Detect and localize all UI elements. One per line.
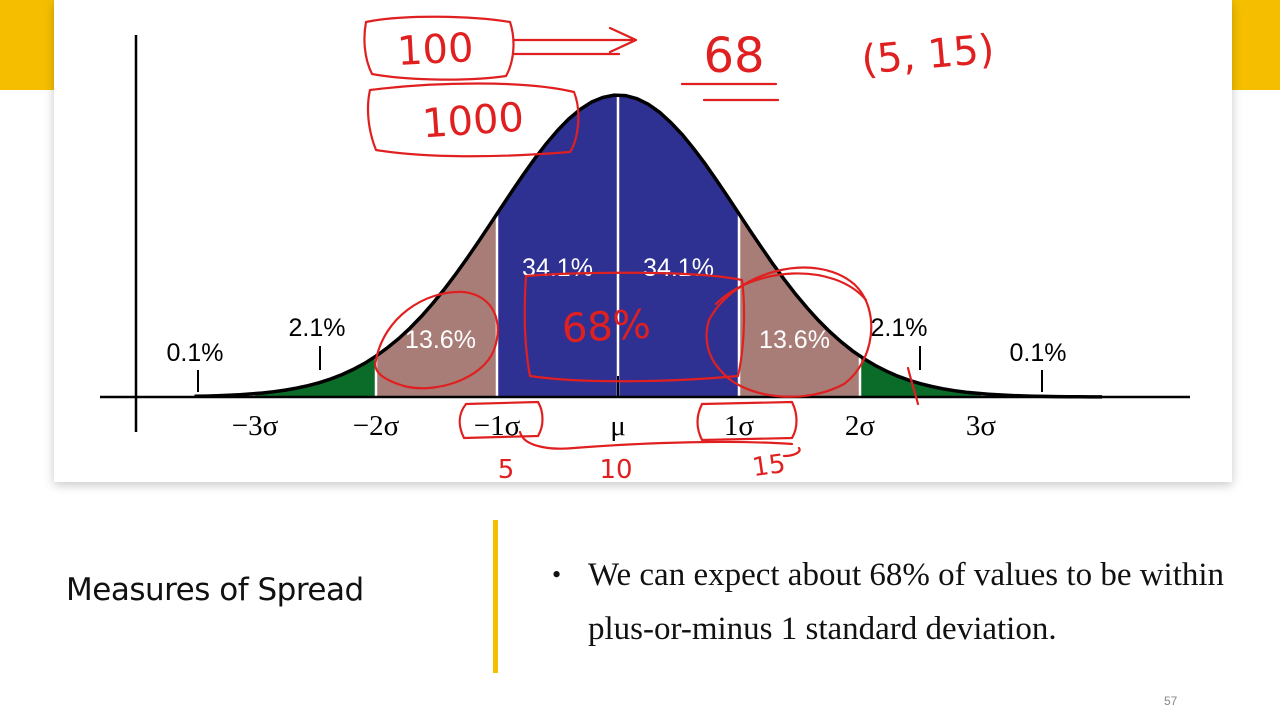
annotation-circle-right: [705, 266, 873, 398]
annotation-text-10: 10: [599, 455, 632, 482]
annotation-tick-2sigma: [906, 366, 920, 406]
accent-bar-left: [0, 0, 54, 90]
tail-percent-label: 0.1%: [167, 339, 224, 367]
annotation-text-68pct: 68%: [561, 302, 652, 353]
tick-label: 1σ: [724, 410, 755, 442]
bullet-icon: •: [552, 560, 562, 589]
tick-label: −3σ: [232, 410, 279, 442]
chart-card: −3σ −2σ −1σ μ 1σ 2σ 3σ 34.1% 34.1% 13.6% 13.6% 2.1%…: [54, 0, 1232, 482]
region-6: [860, 356, 981, 397]
annotation-underline-68: [680, 82, 780, 102]
annotation-box-neg1sigma: [458, 400, 544, 440]
annotation-text-5: 5: [498, 455, 515, 482]
tick-label: 2σ: [845, 410, 876, 442]
tick-label: −2σ: [353, 410, 400, 442]
bullet-list: • We can expect about 68% of values to be…: [550, 548, 1230, 656]
region-percent-label: 34.1%: [522, 254, 593, 282]
tick-label: μ: [610, 410, 626, 442]
tail-percent-label: 0.1%: [1010, 339, 1067, 367]
annotation-text-100: 100: [396, 25, 475, 75]
bullet-item: • We can expect about 68% of values to be…: [550, 548, 1230, 656]
annotation-circle-left: [374, 290, 499, 390]
tick-label: 3σ: [966, 410, 997, 442]
annotation-text-68: 68: [703, 28, 764, 84]
annotation-box-68pct: [523, 271, 746, 383]
page-number: 57: [1164, 694, 1178, 708]
annotation-box-1000: [366, 82, 580, 158]
bullet-text: We can expect about 68% of values to be …: [588, 557, 1225, 647]
annotation-box-100: [363, 15, 515, 81]
region-percent-label: 2.1%: [289, 314, 346, 342]
annotation-text-1000: 1000: [421, 95, 526, 148]
annotation-box-pos1sigma: [696, 400, 798, 442]
region-5: [255, 356, 376, 397]
region-percent-label: 2.1%: [871, 314, 928, 342]
annotation-text-15: 15: [750, 449, 787, 482]
accent-bar-right: [1226, 0, 1280, 90]
annotation-text-range: (5, 15): [860, 26, 997, 83]
region-2: [618, 95, 739, 397]
region-percent-label: 13.6%: [405, 326, 476, 354]
bell-curve-line: [194, 93, 1102, 399]
annotation-circle-right-outer: [714, 272, 868, 306]
annotation-connector: [518, 430, 801, 458]
divider-line: [493, 520, 498, 673]
region-percent-label: 13.6%: [759, 326, 830, 354]
annotation-arrow: [512, 26, 638, 56]
region-percent-label: 34.1%: [643, 254, 714, 282]
slide-title: Measures of Spread: [66, 572, 364, 608]
